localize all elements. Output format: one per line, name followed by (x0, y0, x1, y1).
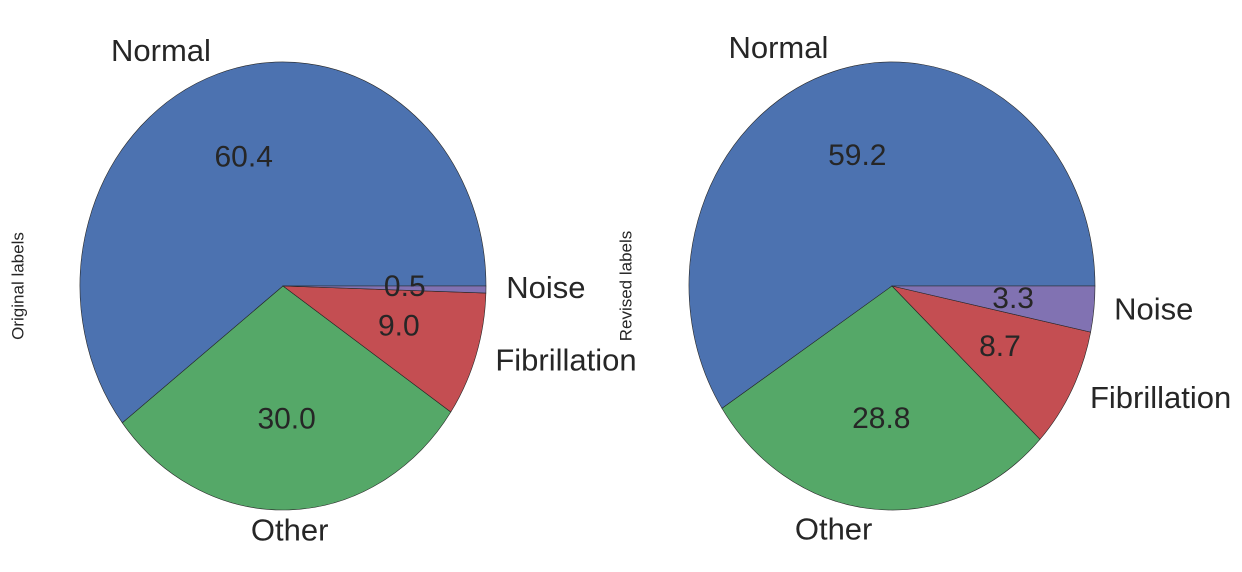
pie-label-fibrillation: Fibrillation (495, 342, 636, 377)
pie-slice-normal (79, 61, 487, 424)
pie-slice-other (721, 285, 1041, 511)
pie-chart-original: Original labels Normal 60.4 Other 30.0 Fibril… (8, 33, 636, 548)
pie-ylabel: Original labels (8, 232, 27, 340)
pie-label-normal: Normal (728, 30, 828, 65)
pie-label-noise: Noise (506, 270, 585, 305)
pie-label-other: Other (251, 512, 329, 547)
pie-slice-other (121, 285, 452, 511)
pie-label-normal: Normal (111, 33, 211, 68)
pie-pct-other: 30.0 (257, 402, 315, 435)
pie-pct-noise: 0.5 (384, 270, 426, 303)
pie-slice-fibrillation (891, 285, 1091, 440)
pie-slice-noise (891, 285, 1096, 333)
pie-label-other: Other (795, 512, 873, 547)
pie-slice-normal (688, 61, 1096, 409)
pie-label-fibrillation: Fibrillation (1090, 380, 1231, 415)
pie-pct-normal: 59.2 (828, 139, 886, 172)
pie-ylabel: Revised labels (616, 231, 635, 342)
pie-pct-normal: 60.4 (214, 141, 272, 174)
pie-pct-fibrillation: 9.0 (378, 309, 420, 342)
pie-chart-revised: Revised labels Normal 59.2 Other 28.8 Fibrill… (616, 30, 1231, 547)
pie-pct-fibrillation: 8.7 (979, 330, 1021, 363)
pie-slice-noise (282, 285, 487, 294)
pie-label-noise: Noise (1114, 292, 1193, 327)
pie-pct-noise: 3.3 (992, 282, 1034, 315)
pie-pct-other: 28.8 (852, 402, 910, 435)
pie-slice-fibrillation (282, 285, 487, 413)
